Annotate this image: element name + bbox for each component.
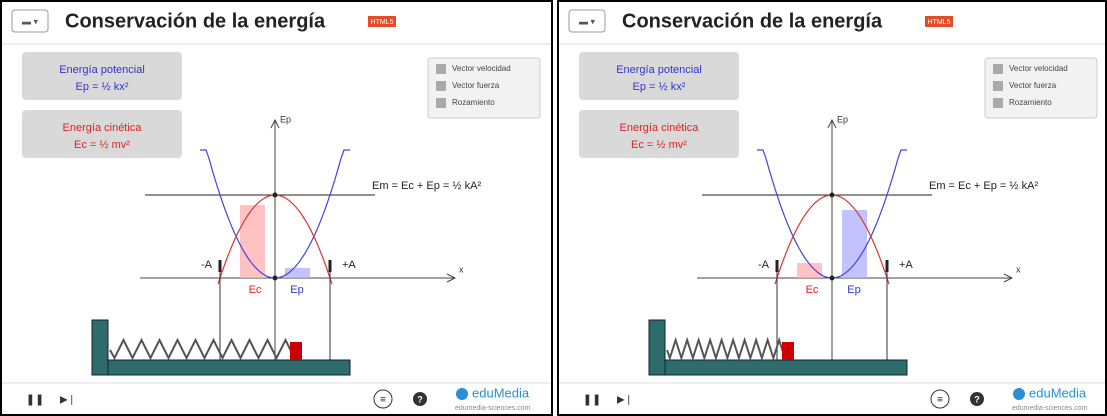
- menu-icon: ▬ ▾: [579, 16, 596, 26]
- option-checkbox[interactable]: [436, 98, 446, 108]
- title: Conservación de la energía: [65, 10, 326, 32]
- option-checkbox[interactable]: [993, 64, 1003, 74]
- potential-bar-label: Ep: [847, 284, 860, 296]
- help-icon: ?: [974, 394, 980, 404]
- simulation-panel: ▬ ▾ Conservación de la energía HTML5 Energí…: [558, 1, 1106, 415]
- pause-button[interactable]: ❚❚: [26, 394, 44, 406]
- page: ▬ ▾ Conservación de la energía HTML5 Energí…: [0, 0, 1107, 416]
- energy-equation: Em = Ec + Ep = ½ kA²: [372, 180, 481, 192]
- option-label[interactable]: Rozamiento: [1009, 98, 1052, 107]
- option-checkbox[interactable]: [436, 81, 446, 91]
- mass-block[interactable]: [290, 342, 302, 360]
- badge: HTML5: [371, 19, 394, 26]
- option-label[interactable]: Vector fuerza: [452, 81, 500, 90]
- floor: [108, 360, 350, 375]
- list-icon: ≡: [380, 395, 386, 406]
- minus-a-label: -A: [758, 259, 770, 271]
- badge: HTML5: [928, 19, 951, 26]
- option-checkbox[interactable]: [436, 64, 446, 74]
- option-label[interactable]: Vector velocidad: [452, 64, 511, 73]
- y-axis-label: Ep: [280, 114, 291, 124]
- kinetic-formula: Ec = ½ mv²: [74, 139, 130, 151]
- kinetic-bar: [797, 263, 822, 278]
- y-axis-label: Ep: [837, 114, 848, 124]
- simulation-panel: ▬ ▾ Conservación de la energía HTML5 Energí…: [1, 1, 552, 415]
- brand-site: edumedia-sciences.com: [1012, 405, 1088, 412]
- vertex: [830, 276, 835, 281]
- wall: [92, 320, 108, 375]
- vertex: [273, 276, 278, 281]
- step-button[interactable]: ▶❘: [617, 395, 633, 406]
- potential-label: Energía potencial: [59, 64, 145, 76]
- minus-a-label: -A: [201, 259, 213, 271]
- kinetic-bar-label: Ec: [806, 284, 819, 296]
- potential-bar: [842, 210, 867, 278]
- x-axis-label: x: [459, 264, 464, 274]
- option-label[interactable]: Rozamiento: [452, 98, 495, 107]
- kinetic-bar-label: Ec: [249, 284, 262, 296]
- kinetic-formula: Ec = ½ mv²: [631, 139, 687, 151]
- option-checkbox[interactable]: [993, 81, 1003, 91]
- potential-label: Energía potencial: [616, 64, 702, 76]
- brand-site: edumedia-sciences.com: [455, 405, 531, 412]
- floor: [665, 360, 907, 375]
- kinetic-label: Energía cinética: [63, 122, 143, 134]
- option-label[interactable]: Vector velocidad: [1009, 64, 1068, 73]
- x-axis-label: x: [1016, 264, 1021, 274]
- plus-a-label: +A: [342, 259, 356, 271]
- step-button[interactable]: ▶❘: [60, 395, 76, 406]
- wall: [649, 320, 665, 375]
- brand-name[interactable]: eduMedia: [1029, 385, 1087, 400]
- title: Conservación de la energía: [622, 10, 883, 32]
- pause-button[interactable]: ❚❚: [583, 394, 601, 406]
- potential-formula: Ep = ½ kx²: [633, 81, 686, 93]
- option-label[interactable]: Vector fuerza: [1009, 81, 1057, 90]
- menu-icon: ▬ ▾: [22, 16, 39, 26]
- energy-equation: Em = Ec + Ep = ½ kA²: [929, 180, 1038, 192]
- mass-block[interactable]: [782, 342, 794, 360]
- potential-formula: Ep = ½ kx²: [76, 81, 129, 93]
- potential-bar-label: Ep: [290, 284, 303, 296]
- vertex: [830, 193, 835, 198]
- help-icon: ?: [417, 394, 423, 404]
- vertex: [273, 193, 278, 198]
- brand-logo[interactable]: [1013, 388, 1025, 400]
- list-icon: ≡: [937, 395, 943, 406]
- kinetic-label: Energía cinética: [620, 122, 700, 134]
- kinetic-bar: [240, 205, 265, 278]
- brand-logo[interactable]: [456, 388, 468, 400]
- brand-name[interactable]: eduMedia: [472, 385, 530, 400]
- plus-a-label: +A: [899, 259, 913, 271]
- option-checkbox[interactable]: [993, 98, 1003, 108]
- screen: ▬ ▾ Conservación de la energía HTML5 Energí…: [0, 0, 1107, 416]
